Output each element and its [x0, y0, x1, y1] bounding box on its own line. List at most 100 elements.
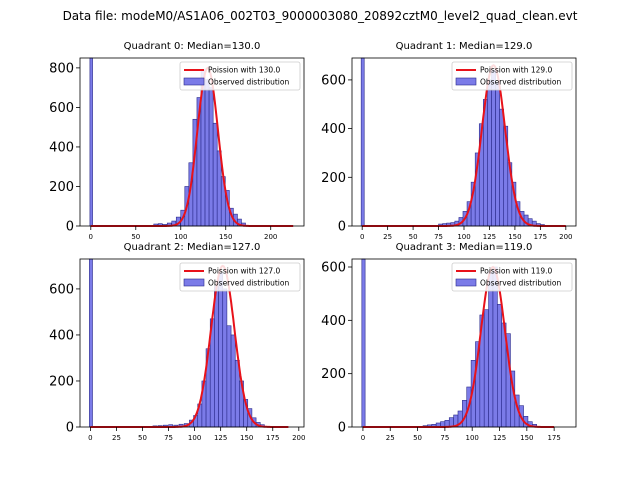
y-tick-label: 0 — [338, 220, 346, 235]
y-tick-label: 200 — [49, 180, 74, 195]
legend: Poission with 130.0 Observed distributio… — [179, 61, 301, 91]
panel-quadrant-1: Quadrant 1: Median=129.0 0 200 400 600 0 25 50… — [321, 41, 577, 241]
y-tick-label: 800 — [49, 61, 74, 76]
histogram-bar — [226, 325, 232, 428]
y-tick-label: 400 — [49, 140, 74, 155]
y-tick-label: 0 — [66, 421, 74, 436]
legend-box — [179, 61, 301, 91]
legend-hist-swatch — [183, 77, 205, 86]
y-tick-label: 600 — [49, 282, 74, 297]
histogram-bar — [491, 69, 496, 227]
panel-title: Quadrant 0: Median=130.0 — [124, 41, 261, 52]
histogram-spike-bar — [361, 258, 366, 428]
axes-frame — [79, 258, 305, 428]
legend-line-label: Poission with 129.0 — [480, 66, 553, 75]
x-tick-label: 0 — [88, 434, 92, 442]
y-tick-label: 600 — [321, 261, 346, 276]
panel-title: Quadrant 1: Median=129.0 — [396, 41, 533, 52]
panel-quadrant-2: Quadrant 2: Median=127.0 0 200 400 600 0 25 50… — [49, 242, 305, 442]
y-tick-label: 200 — [321, 367, 346, 382]
x-tick-label: 0 — [89, 233, 93, 241]
x-tick-label: 150 — [508, 233, 521, 241]
y-tick-label: 400 — [49, 328, 74, 343]
y-tick-label: 400 — [321, 314, 346, 329]
y-tick-label: 200 — [49, 374, 74, 389]
x-tick-label: 75 — [434, 233, 443, 241]
legend-hist-label: Observed distribution — [208, 78, 289, 87]
x-tick-label: 0 — [361, 434, 365, 442]
y-tick-label: 0 — [338, 421, 346, 436]
panel-title: Quadrant 3: Median=119.0 — [396, 242, 533, 253]
x-tick-label: 100 — [188, 434, 201, 442]
histogram-spike-bar — [89, 57, 93, 227]
histogram-spike-bar — [89, 258, 93, 428]
x-tick-label: 50 — [413, 434, 422, 442]
histogram-bar — [222, 288, 228, 428]
legend: Poission with 119.0 Observed distributio… — [451, 262, 573, 292]
legend-hist-swatch — [183, 278, 205, 287]
legend-hist-label: Observed distribution — [208, 279, 289, 288]
panel-quadrant-0: Quadrant 0: Median=130.0 0 200 400 600 800 0 5… — [49, 41, 305, 241]
x-tick-label: 150 — [520, 434, 533, 442]
legend-line-label: Poission with 119.0 — [480, 267, 553, 276]
histogram-bar — [204, 79, 210, 227]
y-tick-label: 600 — [321, 73, 346, 88]
axes-frame — [79, 57, 305, 227]
x-tick-label: 125 — [493, 434, 506, 442]
x-tick-label: 175 — [547, 434, 560, 442]
x-tick-label: 75 — [164, 434, 173, 442]
legend-box — [179, 262, 301, 292]
x-tick-label: 175 — [534, 233, 547, 241]
y-tick-label: 600 — [49, 101, 74, 116]
x-tick-label: 200 — [292, 434, 305, 442]
x-tick-label: 175 — [266, 434, 279, 442]
x-tick-label: 200 — [559, 233, 572, 241]
x-tick-label: 0 — [360, 233, 364, 241]
legend-hist-label: Observed distribution — [480, 78, 561, 87]
x-tick-label: 125 — [214, 434, 227, 442]
panel-title: Quadrant 2: Median=127.0 — [124, 242, 261, 253]
histogram-bar — [488, 272, 494, 428]
x-tick-label: 50 — [409, 233, 418, 241]
legend-hist-label: Observed distribution — [480, 279, 561, 288]
x-tick-label: 50 — [138, 434, 147, 442]
histogram-bar — [497, 304, 502, 428]
y-tick-label: 400 — [321, 122, 346, 137]
histogram-bar — [208, 87, 214, 227]
x-tick-label: 200 — [264, 233, 277, 241]
legend-hist-swatch — [455, 77, 477, 86]
figure-suptitle: Data file: modeM0/AS1A06_002T03_90000030… — [63, 9, 578, 23]
histogram-bar — [212, 122, 218, 227]
x-tick-label: 100 — [174, 233, 187, 241]
x-tick-label: 25 — [112, 434, 121, 442]
histogram-bar — [499, 108, 505, 227]
axes-frame — [351, 258, 577, 428]
x-tick-label: 25 — [386, 434, 395, 442]
histogram-bar — [218, 272, 224, 428]
x-tick-label: 150 — [219, 233, 232, 241]
x-tick-label: 150 — [240, 434, 253, 442]
legend: Poission with 129.0 Observed distributio… — [451, 61, 573, 91]
x-tick-label: 25 — [383, 233, 392, 241]
x-tick-label: 75 — [440, 434, 449, 442]
histogram-spike-bar — [360, 57, 365, 227]
histogram-bar — [487, 79, 492, 227]
histogram-bar — [214, 286, 219, 428]
legend-line-label: Poission with 127.0 — [208, 267, 281, 276]
histogram-bar — [483, 309, 489, 428]
legend-hist-swatch — [455, 278, 477, 287]
histogram-bar — [230, 334, 236, 428]
legend-box — [451, 262, 573, 292]
legend-box — [451, 61, 573, 91]
x-tick-label: 100 — [457, 233, 470, 241]
y-tick-label: 0 — [66, 220, 74, 235]
y-tick-label: 200 — [321, 171, 346, 186]
legend-line-label: Poission with 130.0 — [208, 66, 281, 75]
legend: Poission with 127.0 Observed distributio… — [179, 262, 301, 292]
x-tick-label: 125 — [483, 233, 496, 241]
panel-quadrant-3: Quadrant 3: Median=119.0 0 200 400 600 0 25 50… — [321, 242, 577, 442]
x-tick-label: 100 — [466, 434, 479, 442]
x-tick-label: 50 — [131, 233, 140, 241]
histogram-bar — [495, 82, 500, 227]
